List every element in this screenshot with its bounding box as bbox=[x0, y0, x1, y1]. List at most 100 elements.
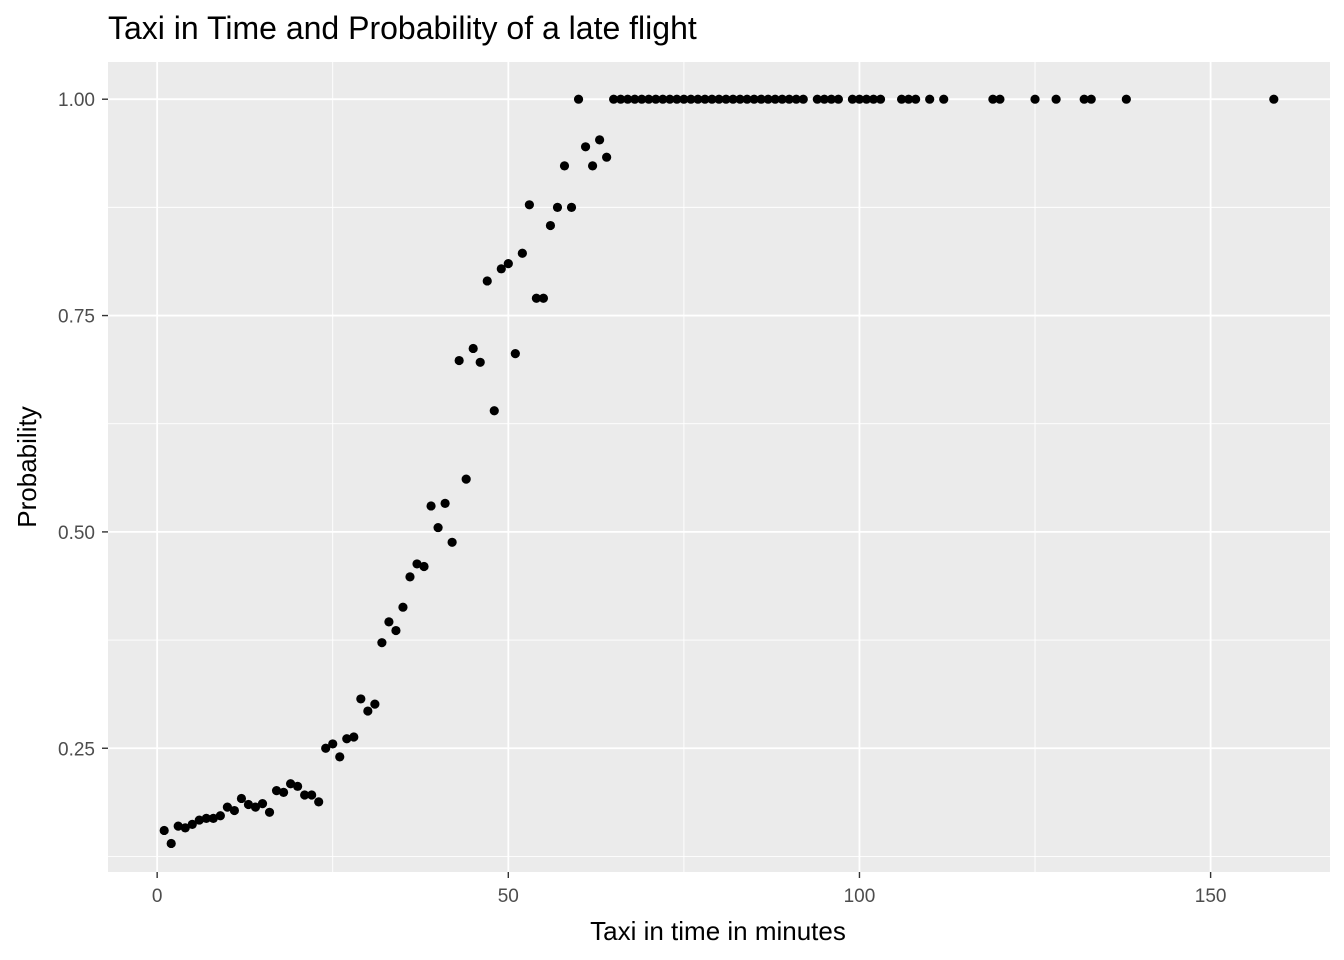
data-point bbox=[285, 779, 296, 789]
data-point bbox=[798, 94, 808, 104]
data-point bbox=[742, 94, 752, 104]
data-point bbox=[307, 790, 317, 800]
data-point bbox=[988, 94, 998, 104]
data-point bbox=[489, 406, 499, 416]
data-point bbox=[278, 787, 289, 797]
data-point bbox=[875, 94, 886, 104]
data-point bbox=[391, 625, 401, 636]
data-point bbox=[236, 793, 247, 804]
data-point bbox=[1121, 94, 1131, 104]
data-point bbox=[447, 537, 457, 547]
data-point bbox=[293, 781, 303, 791]
data-point bbox=[559, 161, 570, 171]
data-point bbox=[868, 94, 879, 104]
data-point bbox=[264, 807, 275, 817]
data-point bbox=[180, 823, 190, 833]
data-point bbox=[847, 94, 858, 104]
data-point bbox=[826, 94, 836, 104]
data-point bbox=[904, 94, 914, 104]
data-point bbox=[426, 501, 436, 511]
data-point bbox=[243, 799, 254, 810]
y-tick-label: 0.50 bbox=[58, 523, 95, 544]
data-point bbox=[784, 94, 794, 104]
y-tick-label: 0.75 bbox=[58, 307, 95, 328]
data-point bbox=[651, 94, 661, 104]
data-point bbox=[166, 838, 176, 849]
data-point bbox=[995, 94, 1005, 104]
data-point bbox=[215, 811, 225, 821]
data-point bbox=[208, 813, 218, 823]
data-point bbox=[573, 94, 584, 104]
data-point bbox=[686, 94, 696, 104]
data-point bbox=[271, 786, 282, 796]
data-point bbox=[637, 94, 647, 104]
data-point bbox=[194, 815, 204, 825]
y-tick-label: 0.25 bbox=[58, 739, 95, 760]
plot-panel bbox=[108, 62, 1330, 872]
data-point bbox=[405, 572, 415, 582]
data-point bbox=[595, 135, 605, 145]
data-point bbox=[222, 802, 232, 812]
data-point bbox=[349, 732, 359, 742]
data-point bbox=[1269, 94, 1279, 104]
data-point bbox=[433, 522, 443, 533]
data-point bbox=[566, 202, 577, 212]
data-point bbox=[524, 200, 534, 210]
data-point bbox=[609, 94, 619, 104]
x-tick-label: 50 bbox=[498, 886, 519, 907]
data-point bbox=[756, 94, 766, 104]
data-point bbox=[257, 799, 268, 809]
data-point bbox=[440, 498, 450, 508]
data-point bbox=[201, 813, 211, 823]
data-point bbox=[461, 474, 471, 484]
data-point bbox=[187, 819, 197, 830]
y-axis: 0.25 0.50 0.75 1.00 bbox=[58, 90, 108, 760]
data-point bbox=[714, 94, 724, 104]
data-point bbox=[363, 706, 373, 716]
data-point bbox=[854, 94, 865, 104]
data-point bbox=[335, 752, 345, 762]
data-point bbox=[300, 790, 310, 800]
data-point bbox=[735, 94, 745, 104]
data-point bbox=[819, 94, 829, 104]
data-point bbox=[833, 94, 843, 104]
data-points bbox=[159, 94, 1279, 849]
data-point bbox=[552, 202, 563, 212]
data-point bbox=[1079, 94, 1089, 104]
data-point bbox=[630, 94, 640, 104]
data-point bbox=[700, 94, 710, 104]
data-point bbox=[791, 94, 801, 104]
data-point bbox=[538, 293, 549, 303]
data-point bbox=[1086, 94, 1096, 104]
data-point bbox=[658, 94, 668, 104]
data-point bbox=[587, 161, 598, 171]
data-point bbox=[679, 94, 689, 104]
x-tick-label: 100 bbox=[844, 886, 876, 907]
data-point bbox=[328, 739, 338, 749]
data-point bbox=[475, 357, 485, 367]
data-point bbox=[911, 94, 921, 104]
data-point bbox=[250, 802, 261, 812]
data-point bbox=[749, 94, 759, 104]
data-point bbox=[665, 94, 675, 104]
y-tick-label: 1.00 bbox=[58, 90, 95, 111]
data-point bbox=[1051, 94, 1061, 104]
data-point bbox=[398, 602, 408, 612]
data-point bbox=[159, 825, 169, 836]
data-point bbox=[503, 259, 513, 269]
data-point bbox=[419, 561, 429, 572]
data-point bbox=[314, 797, 324, 807]
data-point bbox=[707, 94, 717, 104]
data-point bbox=[229, 805, 240, 816]
data-point bbox=[896, 94, 907, 104]
data-point bbox=[377, 638, 387, 648]
data-point bbox=[173, 821, 183, 831]
data-point bbox=[721, 94, 731, 104]
x-axis-title: Taxi in time in minutes bbox=[590, 916, 846, 946]
x-tick-label: 150 bbox=[1195, 886, 1227, 907]
data-point bbox=[770, 94, 780, 104]
data-point bbox=[531, 293, 542, 303]
data-point bbox=[861, 94, 872, 104]
y-axis-title: Probability bbox=[12, 406, 42, 527]
data-point bbox=[763, 94, 773, 104]
